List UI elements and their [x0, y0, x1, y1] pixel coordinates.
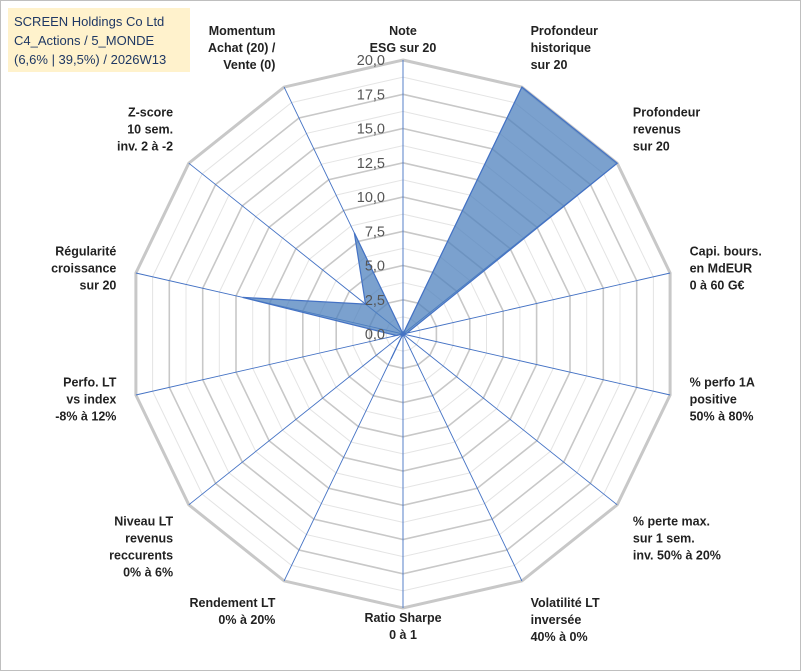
axis-label: Profondeur revenus sur 20	[633, 106, 700, 154]
axis-spoke	[402, 333, 671, 396]
radar-series	[242, 86, 619, 359]
axis-label: % perte max. sur 1 sem. inv. 50% à 20%	[633, 514, 721, 562]
axis-spoke	[135, 333, 404, 396]
axis-label-line: 0% à 6%	[123, 565, 173, 579]
radar-tick-labels: 0,0 2,5 5,0 7,5 10,0 12,5 15,0 17,5 20,0	[357, 53, 385, 343]
axis-label: Ratio Sharpe 0 à 1	[364, 611, 441, 642]
axis-label-line: croissance	[51, 262, 116, 276]
axis-label-line: % perfo 1A	[690, 375, 755, 389]
axis-label-line: -8% à 12%	[55, 409, 116, 423]
radar-axis-labels: Note ESG sur 20 Profondeur historique sur 20…	[51, 24, 762, 644]
axis-label: Z-score 10 sem. inv. 2 à -2	[117, 106, 173, 154]
axis-label: Niveau LT revenus reccurents 0% à 6%	[109, 514, 173, 579]
chart-title-line-3: (6,6% | 39,5%) / 2026W13	[14, 52, 167, 67]
axis-label: Profondeur historique sur 20	[531, 24, 598, 72]
axis-label-line: positive	[690, 392, 737, 406]
axis-label-line: Perfo. LT	[63, 375, 117, 389]
axis-label-line: inversée	[531, 613, 582, 627]
axis-label-line: Rendement LT	[190, 596, 276, 610]
axis-label-line: Niveau LT	[114, 514, 173, 528]
axis-spoke	[402, 333, 618, 506]
axis-label-line: sur 1 sem.	[633, 531, 695, 545]
axis-label-line: Profondeur	[531, 24, 598, 38]
axis-label-line: Régularité	[55, 245, 116, 259]
axis-label: Perfo. LT vs index -8% à 12%	[55, 375, 117, 423]
tick-label: 2,5	[365, 293, 385, 309]
axis-label-line: en MdEUR	[690, 262, 753, 276]
axis-label-line: 0 à 60 G€	[690, 279, 745, 293]
axis-label: Régularité croissance sur 20	[51, 245, 116, 293]
axis-label-line: revenus	[125, 531, 173, 545]
tick-label: 10,0	[357, 190, 385, 206]
axis-label-line: Volatilité LT	[531, 596, 600, 610]
axis-label: Rendement LT 0% à 20%	[190, 596, 276, 627]
axis-label-line: Capi. bours.	[690, 245, 762, 259]
tick-label: 17,5	[357, 87, 385, 103]
axis-label-line: inv. 50% à 20%	[633, 548, 721, 562]
axis-label-line: % perte max.	[633, 514, 710, 528]
axis-label-line: historique	[531, 41, 591, 55]
tick-label: 0,0	[365, 327, 385, 343]
series-area	[242, 86, 619, 359]
axis-label-line: Vente (0)	[223, 58, 275, 72]
axis-label-line: inv. 2 à -2	[117, 140, 173, 154]
tick-label: 7,5	[365, 224, 385, 240]
chart-title-line-2: C4_Actions / 5_MONDE	[14, 33, 155, 48]
axis-label-line: Z-score	[128, 106, 173, 120]
chart-title-box: SCREEN Holdings Co Ltd C4_Actions / 5_MO…	[8, 8, 190, 72]
axis-spoke	[402, 333, 523, 582]
tick-label: 20,0	[357, 53, 385, 69]
axis-label: % perfo 1A positive 50% à 80%	[690, 375, 755, 423]
axis-label: Volatilité LT inversée 40% à 0%	[531, 596, 600, 644]
axis-label-line: 50% à 80%	[690, 409, 754, 423]
axis-label-line: 0% à 20%	[218, 613, 275, 627]
axis-spoke	[402, 272, 671, 335]
axis-label-line: Note	[389, 24, 417, 38]
axis-label-line: 0 à 1	[389, 628, 417, 642]
axis-label-line: ESG sur 20	[370, 41, 437, 55]
chart-title-line-1: SCREEN Holdings Co Ltd	[14, 14, 165, 29]
axis-label: Momentum Achat (20) / Vente (0)	[208, 24, 276, 72]
axis-label-line: sur 20	[80, 279, 117, 293]
tick-label: 5,0	[365, 259, 385, 275]
axis-label-line: Momentum	[209, 24, 276, 38]
axis-label-line: 10 sem.	[127, 123, 173, 137]
tick-label: 15,0	[357, 122, 385, 138]
axis-label-line: Ratio Sharpe	[364, 611, 441, 625]
axis-label: Capi. bours. en MdEUR 0 à 60 G€	[690, 245, 762, 293]
axis-label-line: sur 20	[633, 140, 670, 154]
axis-spoke	[188, 333, 404, 506]
tick-label: 12,5	[357, 156, 385, 172]
axis-label-line: revenus	[633, 123, 681, 137]
axis-label-line: vs index	[66, 392, 116, 406]
axis-label-line: Profondeur	[633, 106, 700, 120]
axis-label-line: 40% à 0%	[531, 630, 588, 644]
axis-label-line: Achat (20) /	[208, 41, 276, 55]
axis-label: Note ESG sur 20	[370, 24, 437, 55]
axis-label-line: reccurents	[109, 548, 173, 562]
axis-spoke	[283, 333, 404, 582]
axis-label-line: sur 20	[531, 58, 568, 72]
